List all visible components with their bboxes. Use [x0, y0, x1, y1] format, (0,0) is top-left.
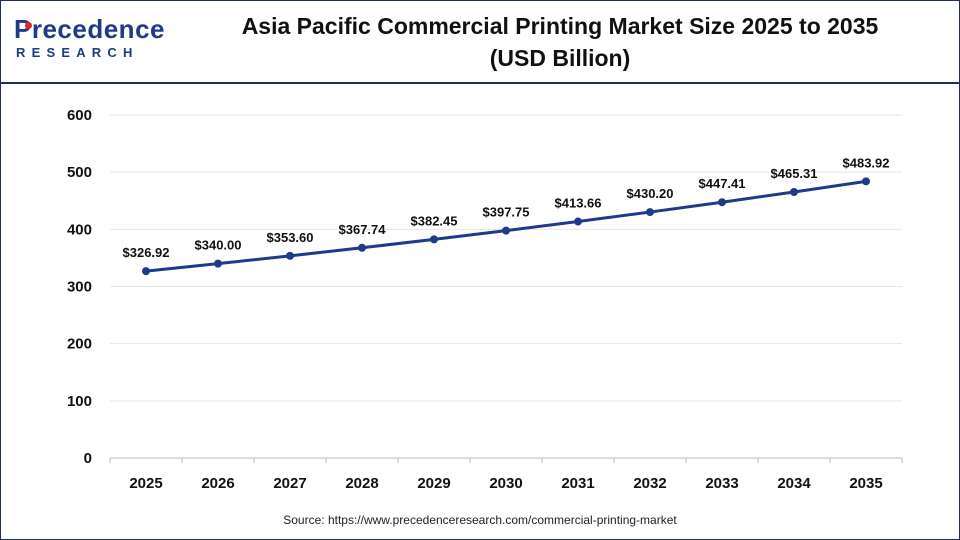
- x-tick-label: 2026: [201, 475, 234, 492]
- source-text: Source: https://www.precedenceresearch.c…: [283, 513, 677, 527]
- y-tick-label: 200: [67, 336, 92, 353]
- data-point: [214, 259, 222, 268]
- x-tick-label: 2030: [489, 475, 522, 492]
- data-point: [502, 226, 510, 235]
- data-point: [718, 198, 726, 207]
- brand-logo: Precedence RESEARCH: [14, 14, 164, 66]
- x-tick-label: 2031: [561, 475, 594, 492]
- data-point: [358, 243, 366, 252]
- series-line: [145, 179, 867, 273]
- x-tick-label: 2033: [705, 475, 738, 492]
- y-tick-label: 300: [67, 279, 92, 296]
- source-note: Source: https://www.precedenceresearch.c…: [0, 513, 960, 527]
- x-tick-label: 2034: [777, 475, 811, 492]
- data-point: [430, 235, 438, 244]
- data-point: [862, 177, 870, 186]
- x-tick-label: 2035: [849, 475, 882, 492]
- data-label: $353.60: [267, 230, 314, 245]
- data-label: $340.00: [195, 238, 242, 253]
- data-label: $413.66: [555, 196, 602, 211]
- y-tick-label: 0: [84, 450, 92, 467]
- data-point: [646, 208, 654, 217]
- x-tick-label: 2029: [417, 475, 450, 492]
- chart-title: Asia Pacific Commercial Printing Market …: [190, 10, 930, 74]
- chart-title-line-1: Asia Pacific Commercial Printing Market …: [241, 13, 879, 39]
- y-tick-label: 500: [67, 164, 92, 181]
- x-tick-label: 2027: [273, 475, 306, 492]
- x-tick-label: 2032: [633, 475, 666, 492]
- data-label: $447.41: [699, 176, 746, 191]
- data-label: $367.74: [339, 222, 387, 237]
- y-tick-label: 100: [67, 393, 92, 410]
- data-label: $483.92: [843, 155, 890, 170]
- data-label: $382.45: [411, 213, 458, 228]
- logo-wordmark: Precedence: [14, 14, 165, 44]
- chart-header: Precedence RESEARCH Asia Pacific Commerc…: [0, 0, 960, 84]
- data-point: [790, 187, 798, 196]
- data-point: [142, 267, 150, 276]
- data-label: $326.92: [123, 245, 170, 260]
- data-label: $430.20: [627, 186, 674, 201]
- y-tick-label: 400: [67, 221, 92, 238]
- data-label: $397.75: [483, 205, 530, 220]
- y-tick-label: 600: [67, 107, 92, 124]
- data-point: [286, 251, 294, 260]
- x-tick-label: 2025: [129, 475, 162, 492]
- data-point: [574, 217, 582, 226]
- x-tick-label: 2028: [345, 475, 378, 492]
- logo-dot-icon: [25, 22, 32, 29]
- chart-title-line-2: (USD Billion): [489, 45, 631, 71]
- logo-subtitle: RESEARCH: [16, 45, 139, 60]
- data-label: $465.31: [771, 166, 818, 181]
